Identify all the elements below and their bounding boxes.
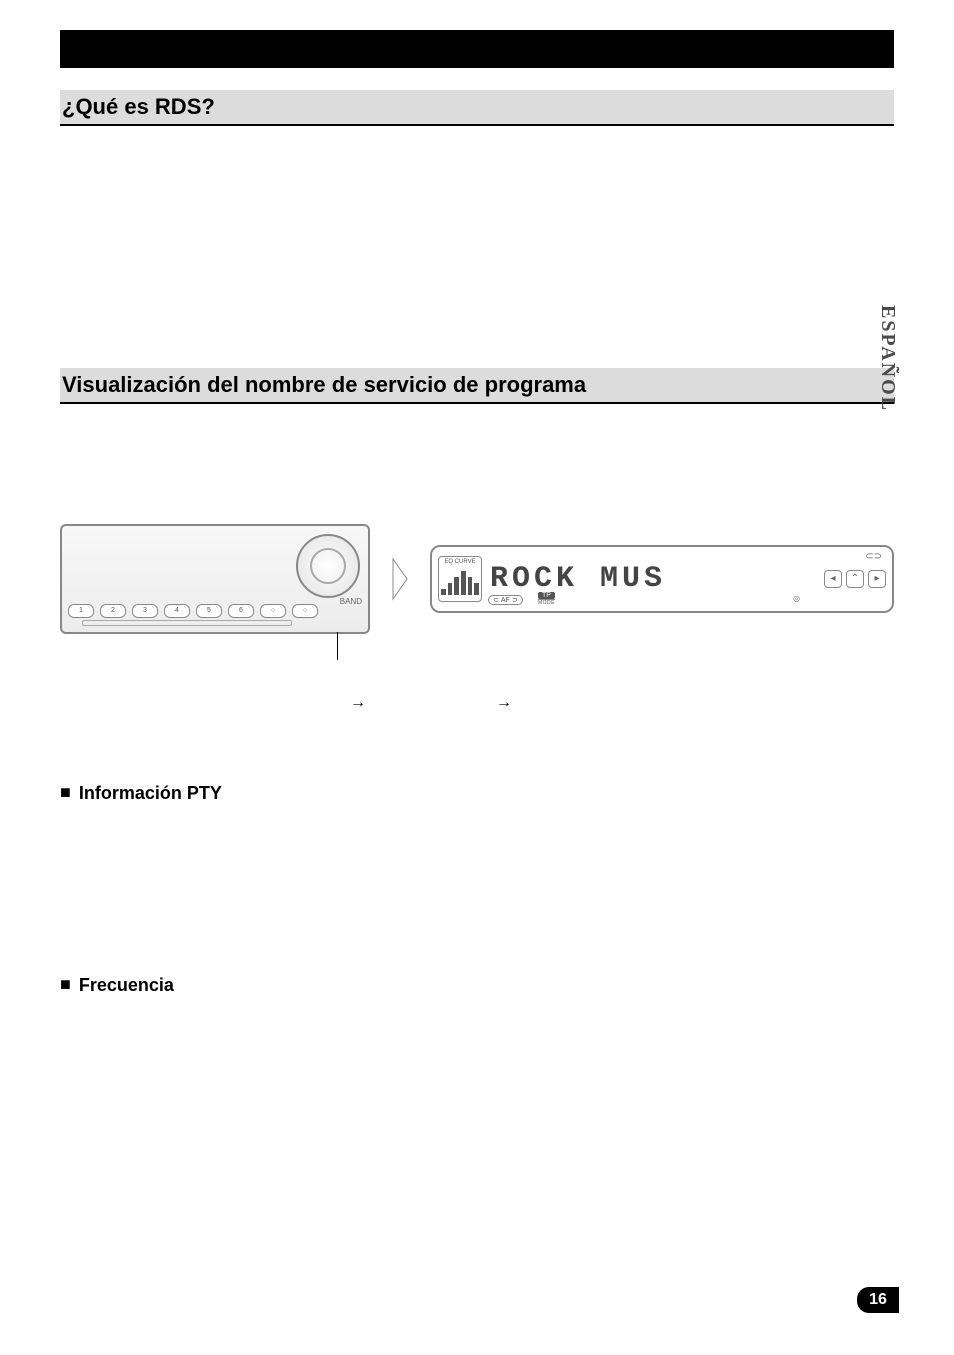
nav-icons-group: ◂ ⌃ ▸ bbox=[824, 570, 886, 588]
eq-bars-icon bbox=[441, 567, 479, 595]
language-tab: ESPAÑOL bbox=[876, 305, 899, 412]
preset-button: 2 bbox=[100, 604, 126, 618]
page-number: 16 bbox=[857, 1287, 899, 1313]
square-bullet-icon: ■ bbox=[60, 782, 71, 802]
callout-pointer-line bbox=[337, 632, 338, 660]
preset-button: ○ bbox=[260, 604, 286, 618]
section-heading-2: Visualización del nombre de servicio de … bbox=[60, 368, 894, 404]
nav-up-icon: ⌃ bbox=[846, 570, 864, 588]
eq-curve-block: EQ CURVE bbox=[438, 556, 482, 602]
preset-button: 3 bbox=[132, 604, 158, 618]
mode-label: MODE bbox=[538, 599, 555, 607]
arrow-right-icon: → bbox=[496, 694, 512, 712]
arrow-right-icon: → bbox=[350, 694, 366, 712]
flow-arrows-row: → → bbox=[60, 694, 894, 712]
spacer bbox=[60, 712, 894, 752]
af-indicator: ⊂AF⊃ bbox=[488, 595, 523, 605]
disc-icon: ◎ bbox=[793, 594, 800, 603]
tray-line-icon bbox=[82, 620, 292, 626]
preset-button: 1 bbox=[68, 604, 94, 618]
car-stereo-device-illustration: 1 2 3 4 5 6 ○ ○ BAND bbox=[60, 524, 370, 634]
large-right-arrow-icon bbox=[390, 557, 410, 601]
spacer bbox=[60, 804, 894, 944]
subsection-heading-pty: ■Información PTY bbox=[60, 782, 894, 804]
preset-button: ○ bbox=[292, 604, 318, 618]
preset-button: 6 bbox=[228, 604, 254, 618]
preset-button: 4 bbox=[164, 604, 190, 618]
tp-mode-indicator: TP MODE bbox=[538, 592, 555, 607]
loop-icon: ⊂⊃ bbox=[865, 551, 882, 562]
nav-left-icon: ◂ bbox=[824, 570, 842, 588]
nav-right-icon: ▸ bbox=[868, 570, 886, 588]
preset-button-row: 1 2 3 4 5 6 ○ ○ bbox=[68, 604, 298, 618]
preset-button: 5 bbox=[196, 604, 222, 618]
lcd-display-illustration: EQ CURVE ROCK MUS ⊂AF⊃ TP MODE ⊂⊃ ◎ bbox=[430, 545, 894, 613]
device-and-display-figure: 1 2 3 4 5 6 ○ ○ BAND EQ CURVE bbox=[60, 524, 894, 634]
lcd-main-text: ROCK MUS bbox=[490, 562, 818, 596]
spacer bbox=[60, 126, 894, 346]
spacer bbox=[60, 404, 894, 504]
volume-knob-icon bbox=[296, 534, 360, 598]
section-heading-1: ¿Qué es RDS? bbox=[60, 90, 894, 126]
page: ¿Qué es RDS? Visualización del nombre de… bbox=[0, 0, 954, 1355]
top-black-bar bbox=[60, 30, 894, 68]
square-bullet-icon: ■ bbox=[60, 974, 71, 994]
tp-label: TP bbox=[538, 592, 555, 599]
eq-title-label: EQ CURVE bbox=[441, 559, 479, 565]
subsection-heading-freq: ■Frecuencia bbox=[60, 974, 894, 996]
band-label: BAND bbox=[340, 597, 362, 606]
